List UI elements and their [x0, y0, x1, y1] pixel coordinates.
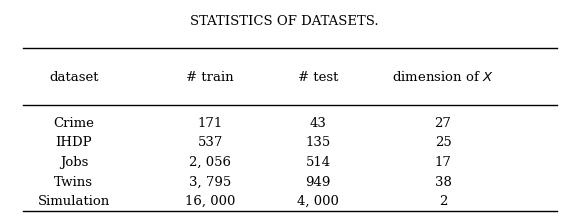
Text: Twins: Twins	[55, 175, 93, 189]
Text: Jobs: Jobs	[60, 156, 88, 169]
Text: 27: 27	[435, 117, 452, 130]
Text: 17: 17	[435, 156, 452, 169]
Text: 43: 43	[310, 117, 327, 130]
Text: 25: 25	[435, 136, 452, 149]
Text: Simulation: Simulation	[37, 195, 110, 208]
Text: # test: # test	[298, 71, 339, 84]
Text: Crime: Crime	[53, 117, 94, 130]
Text: 16, 000: 16, 000	[185, 195, 235, 208]
Text: STATISTICS OF DATASETS.: STATISTICS OF DATASETS.	[190, 15, 378, 28]
Text: IHDP: IHDP	[56, 136, 92, 149]
Text: 537: 537	[198, 136, 223, 149]
Text: 2, 056: 2, 056	[189, 156, 231, 169]
Text: 949: 949	[306, 175, 331, 189]
Text: 514: 514	[306, 156, 331, 169]
Text: 2: 2	[439, 195, 447, 208]
Text: 3, 795: 3, 795	[189, 175, 231, 189]
Text: 135: 135	[306, 136, 331, 149]
Text: dataset: dataset	[49, 71, 99, 84]
Text: 38: 38	[435, 175, 452, 189]
Text: 171: 171	[198, 117, 223, 130]
Text: # train: # train	[186, 71, 234, 84]
Text: dimension of $X$: dimension of $X$	[392, 70, 494, 84]
Text: 4, 000: 4, 000	[297, 195, 339, 208]
